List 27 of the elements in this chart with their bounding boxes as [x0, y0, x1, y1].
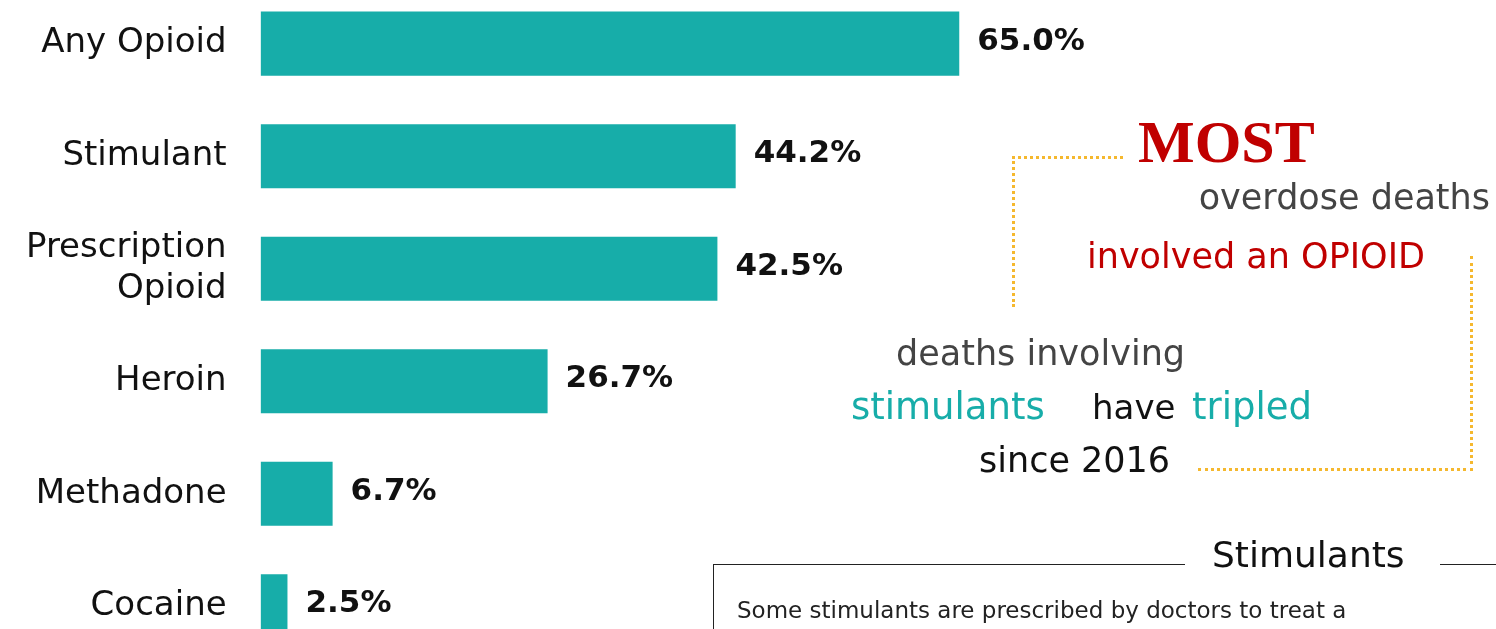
text: overdose deaths — [1198, 177, 1490, 217]
bar — [260, 236, 718, 301]
data-label: 6.7% — [350, 470, 437, 507]
annotation: Some stimulants are prescribed by doctors to treat a — [737, 597, 1347, 623]
y-tick-label: Prescription Opioid — [25, 225, 227, 306]
data-label: 26.7% — [565, 358, 674, 395]
text: since 2016 — [979, 440, 1171, 480]
y-tick-label: Heroin — [115, 358, 227, 399]
text: have — [1092, 387, 1176, 427]
y-tick-label: Any Opioid — [41, 20, 227, 61]
text: tripled — [1192, 385, 1313, 428]
data-label: 2.5% — [305, 583, 392, 620]
text: Stimulants — [1212, 534, 1405, 575]
data-label: 42.5% — [735, 245, 843, 282]
annotation: deaths involving — [896, 333, 1186, 373]
y-tick-label: Methadone — [35, 470, 227, 511]
bar — [260, 461, 333, 526]
annotation: stimulants — [851, 385, 1045, 428]
data-label: 65.0% — [977, 20, 1085, 57]
y-tick-label: Cocaine — [90, 583, 227, 624]
y-tick-label: Stimulant — [62, 133, 227, 174]
text: involved an OPIOID — [1087, 236, 1425, 276]
data-label: 44.2% — [753, 133, 862, 170]
bar — [260, 11, 960, 76]
text: MOST — [1138, 109, 1315, 175]
bar — [260, 349, 548, 414]
bar — [260, 124, 736, 189]
